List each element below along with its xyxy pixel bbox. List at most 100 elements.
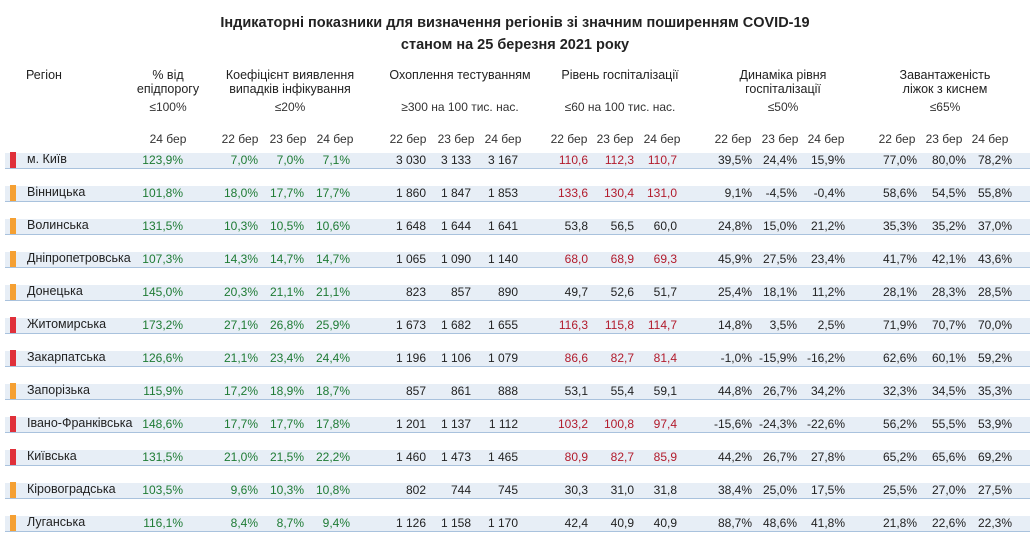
risk-marker	[10, 185, 16, 201]
detection-coef-value: 20,3%	[223, 285, 258, 299]
header-beds-threshold: ≤65%	[929, 100, 961, 114]
epi-threshold-value: 145,0%	[142, 285, 183, 299]
region-name: Закарпатська	[27, 350, 106, 364]
hospitalization-value: 85,9	[653, 450, 677, 464]
testing-coverage-value: 890	[497, 285, 518, 299]
testing-coverage-value: 857	[405, 384, 426, 398]
header-coef: Коефіцієнт виявлення випадків інфікуванн…	[205, 68, 375, 96]
oxygen-beds-value: 55,8%	[977, 186, 1012, 200]
table-row: м. Київ 123,9% 7,0% 3 030 110,6 39,5% 77,0% 7,0…	[0, 151, 1030, 184]
testing-coverage-value: 1 644	[440, 219, 471, 233]
testing-coverage-value: 1 655	[487, 318, 518, 332]
header-epi: % від епідпорогу	[128, 68, 208, 96]
testing-coverage-value: 1 137	[440, 417, 471, 431]
oxygen-beds-value: 65,6%	[931, 450, 966, 464]
header-beds: Завантаженість ліжок з киснем	[860, 68, 1030, 96]
detection-coef-value: 17,7%	[315, 186, 350, 200]
detection-coef-value: 24,4%	[315, 351, 350, 365]
oxygen-beds-value: 70,7%	[931, 318, 966, 332]
region-name: Донецька	[27, 284, 83, 298]
header-beds-line2: ліжок з киснем	[902, 82, 988, 96]
testing-coverage-value: 823	[405, 285, 426, 299]
hospitalization-value: 59,1	[653, 384, 677, 398]
testing-coverage-value: 1 201	[395, 417, 426, 431]
header-test: Охоплення тестуванням	[375, 68, 545, 82]
detection-coef-value: 10,8%	[315, 483, 350, 497]
testing-coverage-value: 888	[497, 384, 518, 398]
hospitalization-dynamics-value: -15,6%	[713, 417, 752, 431]
hospitalization-value: 112,3	[604, 153, 634, 167]
hospitalization-dynamics-value: 48,6%	[762, 516, 797, 530]
detection-coef-value: 10,5%	[269, 219, 304, 233]
testing-coverage-value: 1 465	[487, 450, 518, 464]
hospitalization-dynamics-value: 21,2%	[810, 219, 845, 233]
header-epi-line1: % від	[152, 68, 184, 82]
oxygen-beds-value: 25,5%	[882, 483, 917, 497]
oxygen-beds-value: 69,2%	[977, 450, 1012, 464]
oxygen-beds-value: 60,1%	[931, 351, 966, 365]
oxygen-beds-value: 65,2%	[882, 450, 917, 464]
table-row: Луганська 116,1% 8,4% 1 126 42,4 88,7% 21,8% 8,…	[0, 514, 1030, 547]
testing-coverage-value: 1 106	[440, 351, 471, 365]
testing-coverage-value: 861	[450, 384, 471, 398]
detection-coef-value: 21,1%	[269, 285, 304, 299]
testing-coverage-value: 1 648	[395, 219, 426, 233]
detection-coef-value: 17,7%	[223, 417, 258, 431]
testing-coverage-value: 1 079	[487, 351, 518, 365]
hospitalization-value: 131,0	[646, 186, 677, 200]
hospitalization-value: 116,3	[558, 318, 588, 332]
epi-threshold-value: 126,6%	[142, 351, 183, 365]
hospitalization-dynamics-value: 24,4%	[762, 153, 797, 167]
oxygen-beds-value: 56,2%	[882, 417, 917, 431]
date-beds-23: 23 бер	[925, 132, 963, 146]
hospitalization-dynamics-value: -16,2%	[806, 351, 845, 365]
oxygen-beds-value: 35,3%	[882, 219, 917, 233]
epi-threshold-value: 173,2%	[142, 318, 183, 332]
oxygen-beds-value: 78,2%	[977, 153, 1012, 167]
date-beds-22: 22 бер	[878, 132, 916, 146]
hospitalization-value: 30,3	[564, 483, 588, 497]
testing-coverage-value: 1 140	[487, 252, 518, 266]
epi-threshold-value: 107,3%	[142, 252, 183, 266]
header-coef-threshold: ≤20%	[274, 100, 306, 114]
risk-marker	[10, 284, 16, 300]
oxygen-beds-value: 34,5%	[931, 384, 966, 398]
oxygen-beds-value: 41,7%	[882, 252, 917, 266]
hospitalization-dynamics-value: 3,5%	[769, 318, 797, 332]
hospitalization-value: 55,4	[610, 384, 634, 398]
date-dyn-22: 22 бер	[714, 132, 752, 146]
date-epi: 24 бер	[149, 132, 187, 146]
detection-coef-value: 18,0%	[223, 186, 258, 200]
hospitalization-value: 81,4	[653, 351, 677, 365]
detection-coef-value: 14,3%	[223, 252, 258, 266]
table-row: Житомирська 173,2% 27,1% 1 673 116,3 14,8% 71,…	[0, 316, 1030, 349]
testing-coverage-value: 1 090	[440, 252, 471, 266]
date-coef-23: 23 бер	[269, 132, 307, 146]
risk-marker	[10, 350, 16, 366]
date-hosp-22: 22 бер	[550, 132, 588, 146]
oxygen-beds-value: 42,1%	[931, 252, 966, 266]
risk-marker	[10, 515, 16, 531]
hospitalization-value: 53,8	[564, 219, 588, 233]
oxygen-beds-value: 58,6%	[882, 186, 917, 200]
table-row: Донецька 145,0% 20,3% 823 49,7 25,4% 28,1% 21,1…	[0, 283, 1030, 316]
hospitalization-value: 110,7	[647, 153, 677, 167]
hospitalization-dynamics-value: 38,4%	[717, 483, 752, 497]
header-dyn-line2: госпіталізації	[745, 82, 821, 96]
oxygen-beds-value: 32,3%	[882, 384, 917, 398]
hospitalization-value: 53,1	[564, 384, 588, 398]
detection-coef-value: 22,2%	[315, 450, 350, 464]
hospitalization-value: 68,0	[564, 252, 588, 266]
testing-coverage-value: 1 170	[487, 516, 518, 530]
hospitalization-dynamics-value: 44,8%	[717, 384, 752, 398]
oxygen-beds-value: 28,3%	[931, 285, 966, 299]
hospitalization-value: 100,8	[603, 417, 634, 431]
hospitalization-value: 69,3	[653, 252, 677, 266]
detection-coef-value: 8,7%	[276, 516, 304, 530]
hospitalization-value: 80,9	[564, 450, 588, 464]
header-epi-threshold: ≤100%	[149, 100, 187, 114]
risk-marker	[10, 416, 16, 432]
oxygen-beds-value: 22,3%	[977, 516, 1012, 530]
table-row: Волинська 131,5% 10,3% 1 648 53,8 24,8% 35,3% 1…	[0, 217, 1030, 250]
detection-coef-value: 7,0%	[230, 153, 258, 167]
